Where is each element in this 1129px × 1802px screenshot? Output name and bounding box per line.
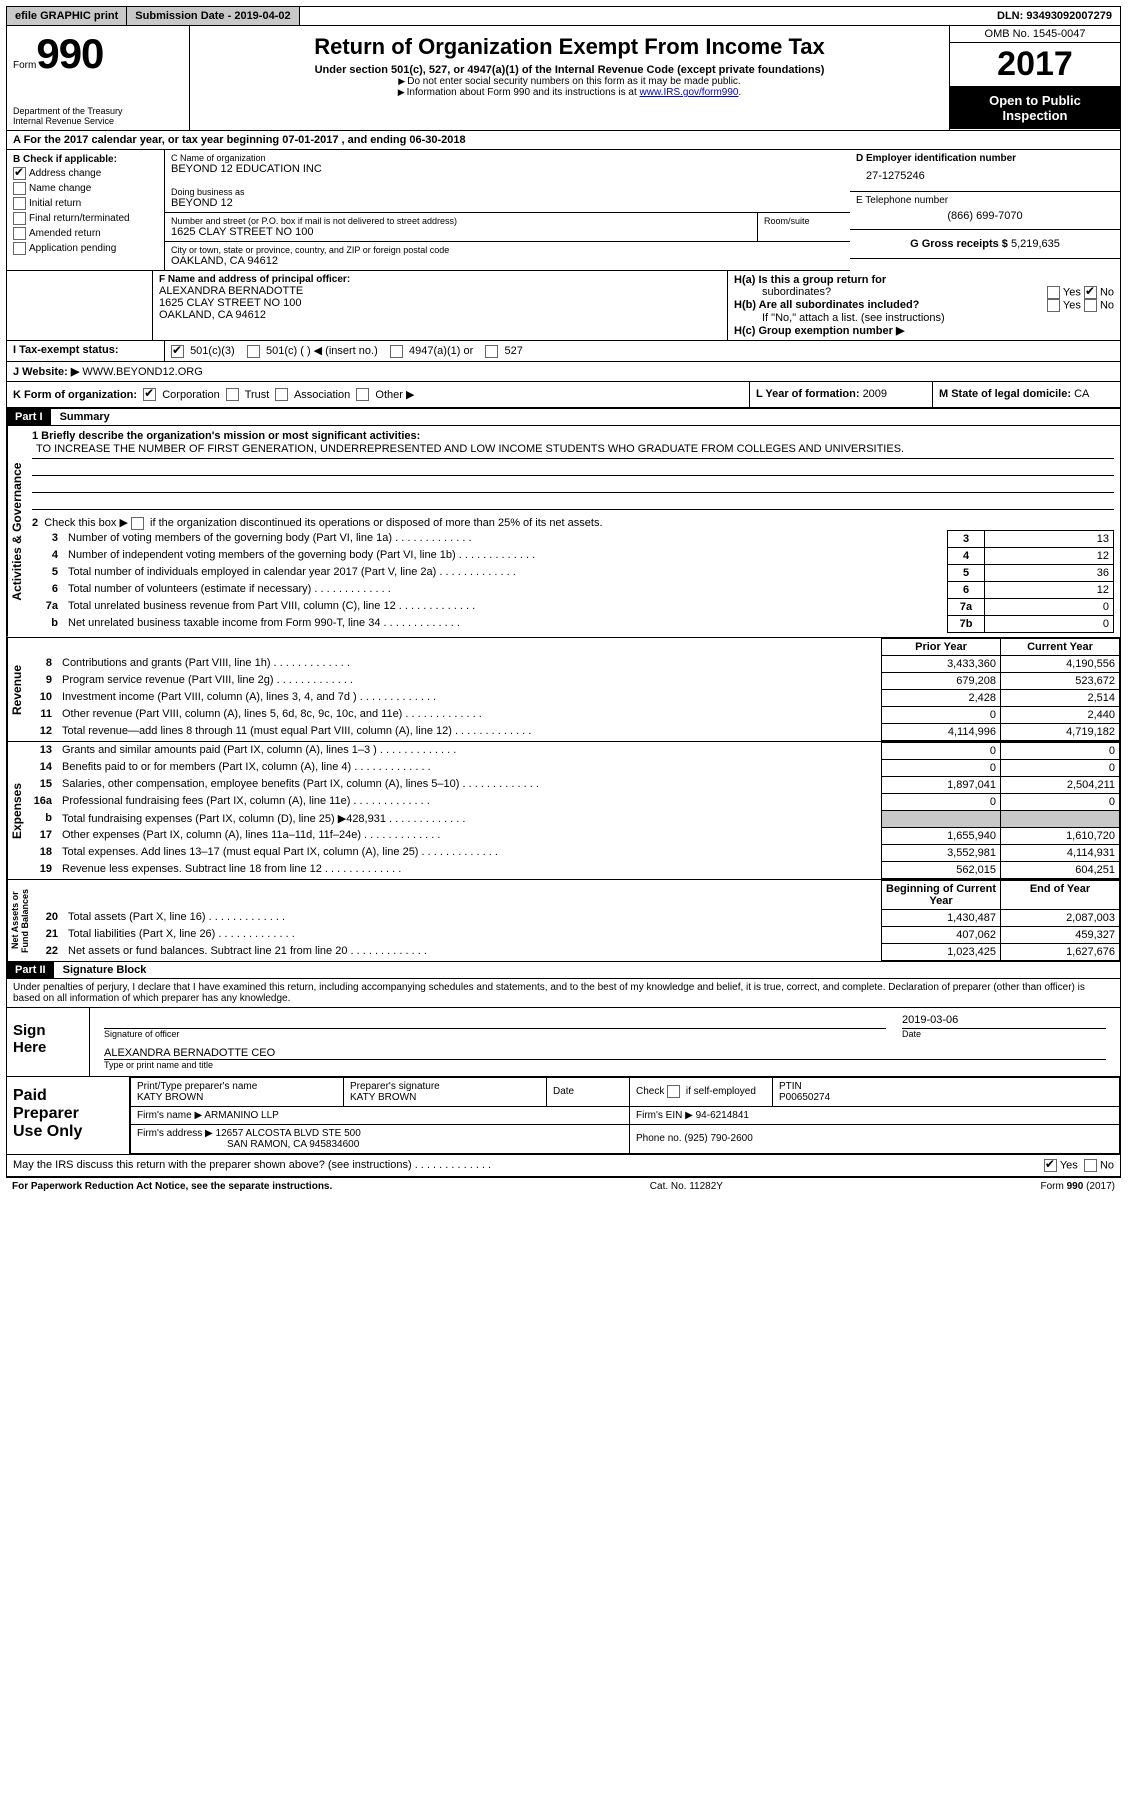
dept-treasury: Department of the Treasury	[13, 106, 183, 116]
room-suite-label: Room/suite	[758, 213, 850, 242]
phone-cell: E Telephone number (866) 699-7070	[850, 192, 1120, 230]
form-title: Return of Organization Exempt From Incom…	[196, 34, 943, 60]
submission-date: Submission Date - 2019-04-02	[127, 7, 299, 25]
side-expenses: Expenses	[7, 742, 26, 879]
activities-governance-section: Activities & Governance 1 Briefly descri…	[7, 426, 1120, 637]
chk-corp[interactable]	[143, 388, 156, 401]
irs-link[interactable]: www.IRS.gov/form990	[640, 87, 739, 98]
row-m: M State of legal domicile: CA	[932, 382, 1120, 408]
header-row: Form990 Department of the Treasury Inter…	[7, 26, 1120, 131]
chk-other[interactable]	[356, 388, 369, 401]
chk-4947[interactable]	[390, 345, 403, 358]
row-j-website: J Website: ▶ WWW.BEYOND12.ORG	[7, 362, 1120, 382]
chk-application-pending[interactable]: Application pending	[13, 242, 158, 255]
top-bar: efile GRAPHIC print Submission Date - 20…	[7, 7, 1120, 26]
revenue-section: Revenue Prior YearCurrent Year 8Contribu…	[7, 637, 1120, 741]
expenses-section: Expenses 13Grants and similar amounts pa…	[7, 741, 1120, 879]
chk-name-change[interactable]: Name change	[13, 182, 158, 195]
chk-self-employed[interactable]	[667, 1085, 680, 1098]
net-assets-table: Beginning of Current YearEnd of Year 20T…	[32, 880, 1120, 961]
col-c-org-info: C Name of organization BEYOND 12 EDUCATI…	[165, 150, 850, 271]
form-subtitle: Under section 501(c), 527, or 4947(a)(1)…	[196, 64, 943, 76]
revenue-table: Prior YearCurrent Year 8Contributions an…	[26, 638, 1120, 741]
org-address: 1625 CLAY STREET NO 100	[171, 226, 751, 238]
preparer-table: Print/Type preparer's nameKATY BROWN Pre…	[130, 1077, 1120, 1154]
ein-value: 27-1275246	[856, 164, 1114, 188]
section-h: H(a) Is this a group return for subordin…	[728, 271, 1120, 341]
chk-501c3[interactable]	[171, 345, 184, 358]
discuss-row: May the IRS discuss this return with the…	[7, 1154, 1120, 1176]
col-d-e-g: D Employer identification number 27-1275…	[850, 150, 1120, 271]
org-city: OAKLAND, CA 94612	[171, 255, 844, 267]
part-i-header: Part I Summary	[7, 408, 1120, 426]
addr-row: Number and street (or P.O. box if mail i…	[165, 213, 850, 242]
org-name: BEYOND 12 EDUCATION INC	[171, 163, 844, 175]
row-i-tax-exempt: I Tax-exempt status: 501(c)(3) 501(c) ( …	[7, 341, 1120, 362]
chk-trust[interactable]	[226, 388, 239, 401]
side-net-assets: Net Assets or Fund Balances	[7, 880, 32, 961]
omb-number: OMB No. 1545-0047	[950, 26, 1120, 43]
hb-yes[interactable]	[1047, 299, 1060, 312]
dept-irs: Internal Revenue Service	[13, 116, 183, 126]
chk-address-change[interactable]: Address change	[13, 167, 158, 180]
side-revenue: Revenue	[7, 638, 26, 741]
principal-officer: F Name and address of principal officer:…	[153, 271, 728, 341]
discuss-yes[interactable]	[1044, 1159, 1057, 1172]
gross-receipts: G Gross receipts $ 5,219,635	[850, 230, 1120, 259]
officer-name: ALEXANDRA BERNADOTTE CEO	[104, 1047, 1106, 1060]
mission-text: TO INCREASE THE NUMBER OF FIRST GENERATI…	[32, 442, 1114, 459]
note-ssn: Do not enter social security numbers on …	[196, 76, 943, 87]
chk-initial-return[interactable]: Initial return	[13, 197, 158, 210]
side-activities-governance: Activities & Governance	[7, 426, 26, 637]
row-k-l-m: K Form of organization: Corporation Trus…	[7, 382, 1120, 409]
ein-cell: D Employer identification number 27-1275…	[850, 150, 1120, 192]
col-b-checkboxes: B Check if applicable: Address change Na…	[7, 150, 165, 271]
hb-no[interactable]	[1084, 299, 1097, 312]
discuss-no[interactable]	[1084, 1159, 1097, 1172]
title-block: Return of Organization Exempt From Incom…	[190, 26, 950, 131]
dln: DLN: 93493092007279	[989, 7, 1120, 25]
chk-501c[interactable]	[247, 345, 260, 358]
open-to-public: Open to PublicInspection	[950, 87, 1120, 129]
city-cell: City or town, state or province, country…	[165, 242, 850, 271]
ha-yes[interactable]	[1047, 286, 1060, 299]
summary-table-top: 3Number of voting members of the governi…	[32, 530, 1114, 633]
paid-preparer-block: Paid Preparer Use Only Print/Type prepar…	[7, 1076, 1120, 1154]
chk-527[interactable]	[485, 345, 498, 358]
net-assets-section: Net Assets or Fund Balances Beginning of…	[7, 879, 1120, 961]
sign-here-block: Sign Here Signature of officer 2019-03-0…	[7, 1007, 1120, 1076]
year-block: OMB No. 1545-0047 2017 Open to PublicIns…	[950, 26, 1120, 131]
efile-label: efile GRAPHIC print	[7, 7, 127, 25]
expenses-table: 13Grants and similar amounts paid (Part …	[26, 742, 1120, 879]
page-footer: For Paperwork Reduction Act Notice, see …	[6, 1177, 1121, 1195]
chk-assoc[interactable]	[275, 388, 288, 401]
tax-year: 2017	[950, 43, 1120, 87]
org-dba: BEYOND 12	[171, 197, 844, 209]
line-2: 2 Check this box ▶ if the organization d…	[32, 516, 1114, 530]
section-f-h: F Name and address of principal officer:…	[7, 271, 1120, 341]
phone-value: (866) 699-7070	[856, 206, 1114, 226]
chk-discontinued[interactable]	[131, 517, 144, 530]
note-info: Information about Form 990 and its instr…	[196, 87, 943, 98]
section-b-to-g: B Check if applicable: Address change Na…	[7, 150, 1120, 271]
org-name-cell: C Name of organization BEYOND 12 EDUCATI…	[165, 150, 850, 213]
chk-final-return[interactable]: Final return/terminated	[13, 212, 158, 225]
row-a-tax-year: A For the 2017 calendar year, or tax yea…	[7, 131, 1120, 150]
form-number-block: Form990 Department of the Treasury Inter…	[7, 26, 190, 131]
row-l: L Year of formation: 2009	[749, 382, 932, 408]
row-k: K Form of organization: Corporation Trus…	[7, 382, 749, 408]
ha-no[interactable]	[1084, 286, 1097, 299]
part-ii-header: Part II Signature Block	[7, 961, 1120, 979]
form-990-page: efile GRAPHIC print Submission Date - 20…	[6, 6, 1121, 1177]
chk-amended[interactable]: Amended return	[13, 227, 158, 240]
perjury-declaration: Under penalties of perjury, I declare th…	[7, 979, 1120, 1007]
